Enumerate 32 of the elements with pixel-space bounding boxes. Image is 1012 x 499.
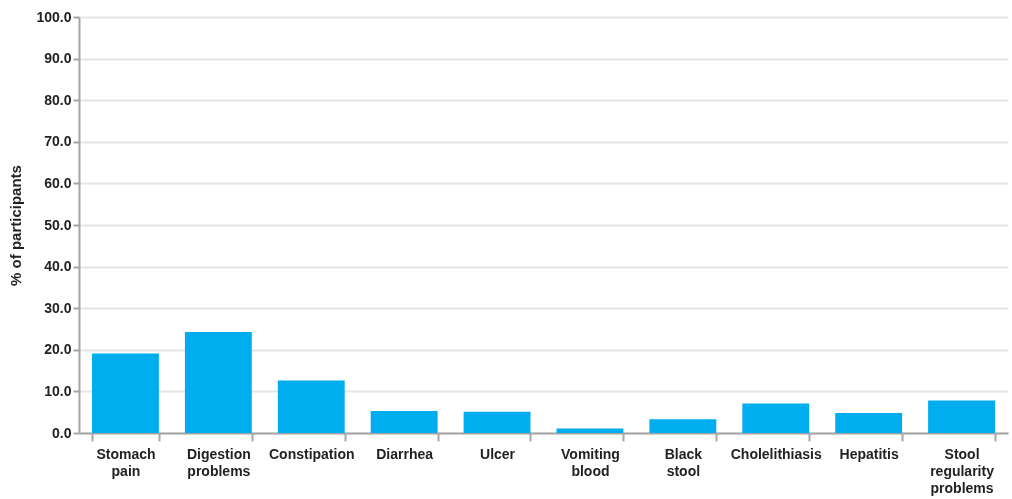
bar [835, 413, 903, 433]
y-tick-label: 70.0 [44, 133, 72, 150]
y-tick-label: 0.0 [52, 424, 72, 441]
bar [463, 411, 531, 433]
x-tick-label: Constipation [268, 445, 355, 462]
bar [556, 428, 624, 433]
x-tick-label: Hepatitis [839, 445, 899, 462]
bar [370, 410, 438, 433]
y-tick-label: 20.0 [44, 341, 72, 358]
bar [649, 419, 717, 433]
bar [277, 380, 345, 433]
x-tick-label: Vomiting blood [561, 445, 620, 479]
y-axis-title: % of participants [7, 165, 25, 286]
bar [184, 331, 252, 433]
y-tick-label: 100.0 [36, 8, 72, 25]
y-tick-label: 40.0 [44, 258, 72, 275]
x-tick-label: Diarrhea [376, 445, 434, 462]
bar [928, 400, 995, 433]
bar [92, 353, 159, 433]
y-tick-label: 30.0 [44, 299, 72, 316]
y-tick-label: 60.0 [44, 174, 72, 191]
y-tick-label: 80.0 [44, 91, 72, 108]
x-tick-label: Ulcer [480, 445, 516, 462]
x-tick-label: Stool regularity problems [930, 445, 995, 496]
y-tick-label: 10.0 [44, 382, 72, 399]
x-tick-label: Digestion problems [186, 445, 251, 479]
y-tick-label: 90.0 [44, 50, 72, 67]
x-tick-label: Cholelithiasis [730, 445, 822, 462]
y-tick-label: 50.0 [44, 216, 72, 233]
x-tick-label: Black stool [664, 445, 703, 479]
bar [742, 403, 810, 433]
x-tick-label: Stomach pain [96, 445, 156, 479]
